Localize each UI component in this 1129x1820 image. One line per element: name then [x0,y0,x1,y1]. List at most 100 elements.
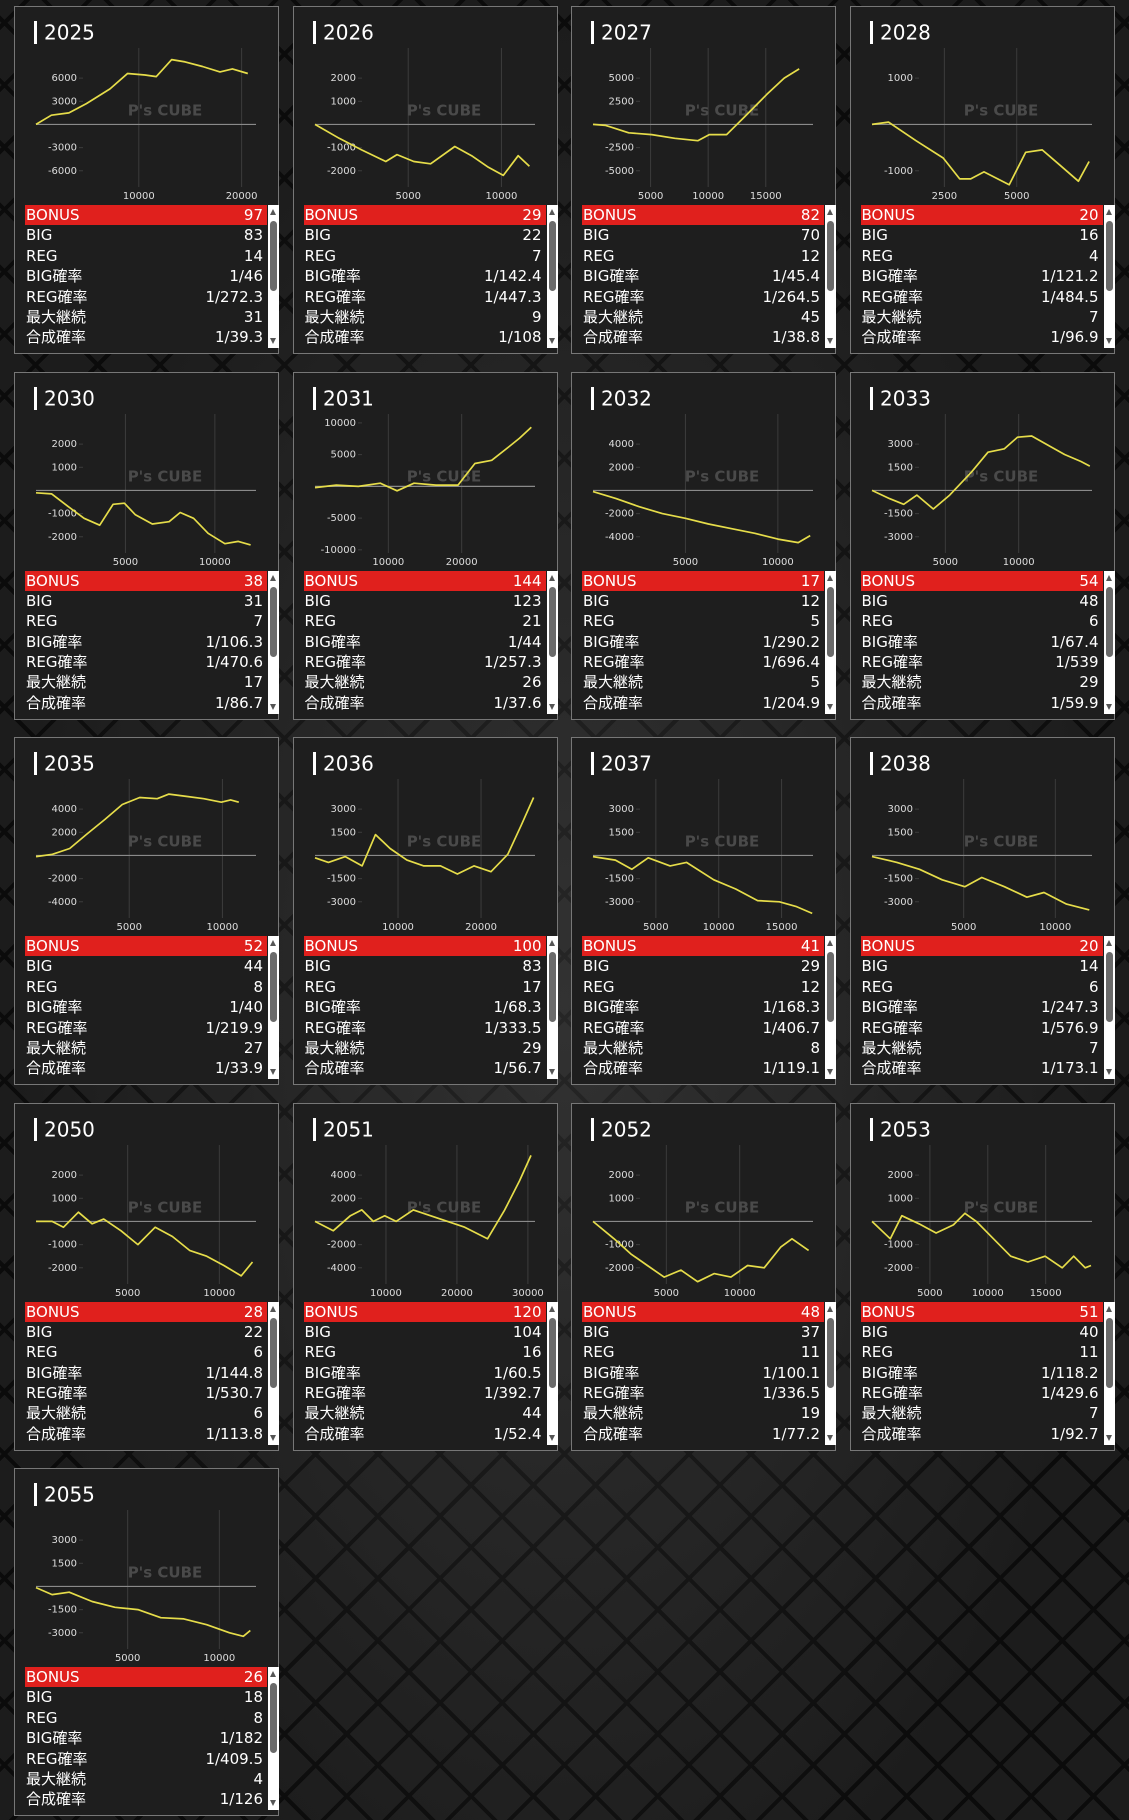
scroll-up[interactable] [270,1671,276,1677]
scroll-down[interactable] [548,338,555,344]
stat-label: REG [304,246,337,265]
scroll-up[interactable] [827,209,833,215]
watermark: P's CUBE [406,1198,481,1216]
stat-label: REG確率 [26,653,88,672]
scroll-down[interactable] [1105,1434,1112,1441]
stats-row: 合成確率 1/56.7 [304,1058,546,1078]
scroll-down[interactable] [827,1069,833,1075]
scrollbar[interactable] [546,570,558,714]
scrollbar[interactable] [825,205,836,348]
stat-value: 21 [522,612,542,631]
stats-row: BIG確率 1/142.4 [304,266,546,286]
scroll-thumb[interactable] [270,1683,277,1753]
stat-value: 100 [512,937,542,955]
scroll-up[interactable] [1105,940,1112,946]
scroll-thumb[interactable] [827,586,834,657]
data-line [314,797,534,875]
scroll-down[interactable] [548,1434,555,1441]
title-bar [591,752,594,775]
scroll-up[interactable] [548,1305,555,1312]
scrollbar[interactable] [546,1301,558,1445]
stat-label: BIG [304,226,331,245]
scroll-up[interactable] [270,940,276,946]
scroll-thumb[interactable] [1105,952,1113,1022]
scroll-up[interactable] [548,209,555,215]
scrollbar[interactable] [825,936,836,1079]
x-tick-label: 10000 [207,922,239,933]
scroll-down[interactable] [1105,703,1112,710]
scrollbar[interactable] [1103,205,1115,348]
scrollbar[interactable] [1103,1301,1115,1445]
scroll-down[interactable] [827,1434,833,1441]
scroll-down[interactable] [548,703,555,710]
scroll-thumb[interactable] [827,221,834,291]
stat-value: 1/429.6 [1040,1384,1099,1403]
watermark: P's CUBE [128,102,203,120]
stat-value: 8 [810,1038,820,1057]
stats-row: BIG 14 [861,956,1103,976]
scroll-thumb[interactable] [1105,221,1113,291]
scrollbar[interactable] [268,1667,279,1810]
scroll-down[interactable] [270,338,276,344]
scrollbar[interactable] [268,205,279,348]
scroll-thumb[interactable] [827,952,834,1022]
scrollbar[interactable] [546,205,558,348]
scroll-thumb[interactable] [270,586,277,657]
scrollbar[interactable] [825,570,836,714]
scroll-up[interactable] [1105,574,1112,581]
scroll-thumb[interactable] [270,221,277,291]
scrollbar[interactable] [1103,936,1115,1079]
scroll-down[interactable] [270,1069,276,1075]
scroll-up[interactable] [270,1305,276,1312]
scroll-up[interactable] [270,574,276,581]
scroll-thumb[interactable] [548,1317,556,1388]
scroll-thumb[interactable] [548,952,556,1022]
y-tick-label: 1000 [887,73,912,84]
stats-row: REG 6 [861,977,1103,997]
stat-value: 14 [243,246,263,265]
scroll-thumb[interactable] [1105,1317,1113,1388]
scroll-down[interactable] [548,1069,555,1075]
scroll-up[interactable] [827,574,833,581]
y-tick-label: 3000 [887,804,912,815]
scrollbar[interactable] [825,1301,836,1445]
scroll-down[interactable] [1105,338,1112,344]
scroll-thumb[interactable] [270,952,277,1022]
scrollbar[interactable] [268,570,279,714]
title-bar [312,1117,316,1141]
scroll-up[interactable] [1105,1305,1112,1312]
stat-label: 合成確率 [304,1059,365,1078]
scroll-up[interactable] [270,209,276,215]
scroll-down[interactable] [1105,1069,1112,1075]
scrollbar[interactable] [268,936,279,1079]
scroll-up[interactable] [827,1305,833,1312]
stat-value: 1/409.5 [205,1749,263,1768]
scroll-down[interactable] [827,703,833,710]
scroll-thumb[interactable] [270,1317,277,1388]
scroll-up[interactable] [548,940,555,946]
scrollbar[interactable] [268,1301,279,1445]
x-tick-label: 5000 [1004,191,1029,202]
scroll-up[interactable] [548,574,555,581]
scroll-thumb[interactable] [827,1317,834,1388]
scroll-thumb[interactable] [548,221,556,291]
watermark: P's CUBE [406,833,481,851]
stat-value: 16 [522,1343,542,1362]
y-tick-label: -1500 [883,508,912,519]
scroll-down[interactable] [827,338,833,344]
scrollbar[interactable] [546,936,558,1079]
x-tick-label: 5000 [917,1288,942,1299]
stat-value: 1/38.8 [772,328,820,347]
scroll-up[interactable] [1105,209,1112,215]
stat-value: 1/113.8 [205,1424,263,1443]
scrollbar[interactable] [1103,570,1115,714]
scroll-thumb[interactable] [548,586,556,657]
scroll-thumb[interactable] [1105,586,1113,657]
stat-label: BIG [861,591,888,610]
scroll-up[interactable] [827,940,833,946]
stat-value: 123 [512,591,542,610]
stat-label: BONUS [26,571,80,590]
scroll-down[interactable] [270,703,276,710]
scroll-down[interactable] [270,1434,276,1441]
scroll-down[interactable] [270,1800,276,1806]
